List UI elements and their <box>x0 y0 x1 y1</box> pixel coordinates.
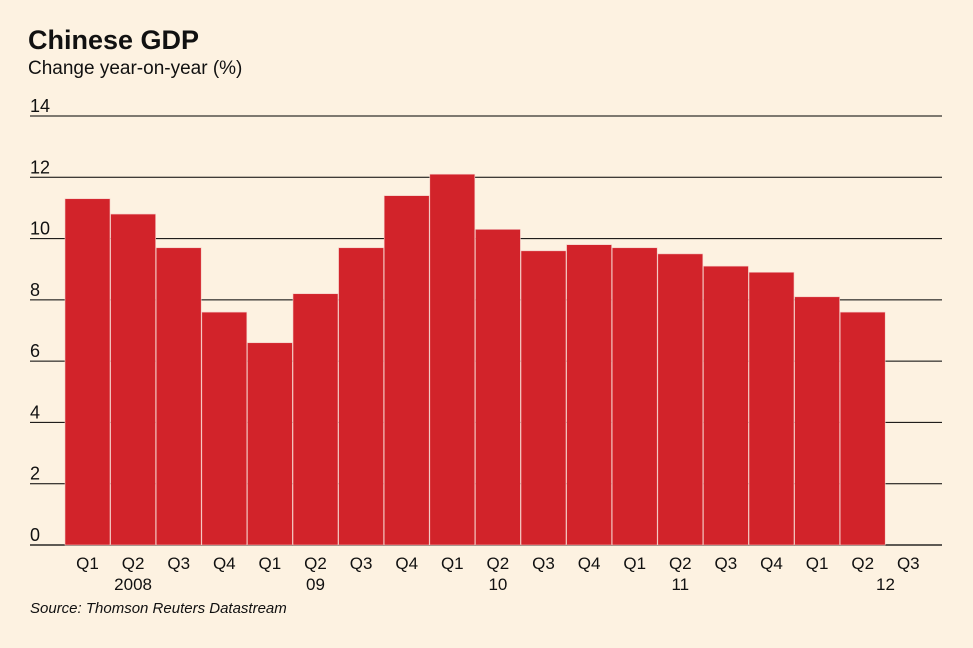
gdp-bar-chart: 0 2 4 6 8 10 12 14 Q1 Q2 Q3 Q4 Q1 Q2 Q3 Q4 Q1 Q2 Q3 Q4 Q1 Q2… <box>30 96 942 594</box>
y-tick-label: 4 <box>30 402 40 422</box>
x-tick-label: Q2 <box>669 554 692 573</box>
year-label: 12 <box>876 575 895 594</box>
y-tick-label: 2 <box>30 464 40 484</box>
x-tick-label: Q1 <box>806 554 829 573</box>
bar <box>703 265 749 546</box>
y-tick-label: 14 <box>30 96 50 116</box>
bar <box>657 253 704 546</box>
x-tick-label: Q3 <box>715 554 738 573</box>
x-tick-label: Q2 <box>304 554 327 573</box>
x-tick-label: Q2 <box>487 554 510 573</box>
bar <box>475 229 521 546</box>
bar <box>566 244 612 546</box>
year-label: 2008 <box>114 575 152 594</box>
bar <box>748 271 795 546</box>
x-tick-label: Q4 <box>213 554 236 573</box>
year-label: 11 <box>671 575 689 594</box>
bar <box>611 247 658 546</box>
x-tick-label: Q3 <box>532 554 555 573</box>
bars <box>64 173 886 546</box>
year-label: 09 <box>306 575 325 594</box>
source-note: Source: Thomson Reuters Datastream <box>30 600 287 617</box>
y-tick-label: 0 <box>30 525 40 545</box>
chart-title: Chinese GDP <box>28 25 200 55</box>
x-tick-label: Q4 <box>760 554 783 573</box>
bar <box>110 213 156 546</box>
bar <box>429 173 476 546</box>
x-tick-label: Q4 <box>578 554 601 573</box>
year-labels: 2008 09 10 11 12 <box>114 575 895 594</box>
x-tick-label: Q1 <box>76 554 99 573</box>
bar <box>520 250 567 546</box>
chart-subtitle: Change year-on-year (%) <box>28 58 243 79</box>
x-tick-label: Q1 <box>441 554 464 573</box>
bar <box>338 247 384 546</box>
bar <box>839 311 886 546</box>
bar <box>794 296 840 546</box>
year-label: 10 <box>488 575 507 594</box>
x-tick-labels: Q1 Q2 Q3 Q4 Q1 Q2 Q3 Q4 Q1 Q2 Q3 Q4 Q1 Q2 Q3 Q4 Q1 Q2 Q3 <box>76 554 919 573</box>
bar <box>383 195 430 546</box>
y-tick-labels: 0 2 4 6 8 10 12 14 <box>30 96 50 545</box>
y-tick-label: 6 <box>30 341 40 361</box>
x-tick-label: Q3 <box>897 554 920 573</box>
x-tick-label: Q2 <box>122 554 145 573</box>
x-tick-label: Q4 <box>395 554 418 573</box>
y-tick-label: 12 <box>30 157 50 177</box>
bar <box>201 311 248 546</box>
x-tick-label: Q2 <box>851 554 874 573</box>
bar <box>155 247 202 546</box>
y-tick-label: 8 <box>30 280 40 300</box>
x-tick-label: Q1 <box>259 554 282 573</box>
bar <box>292 293 339 546</box>
y-tick-label: 10 <box>30 219 50 239</box>
bar <box>247 342 293 546</box>
bar <box>64 198 111 546</box>
x-tick-label: Q1 <box>623 554 646 573</box>
x-tick-label: Q3 <box>167 554 190 573</box>
x-tick-label: Q3 <box>350 554 373 573</box>
